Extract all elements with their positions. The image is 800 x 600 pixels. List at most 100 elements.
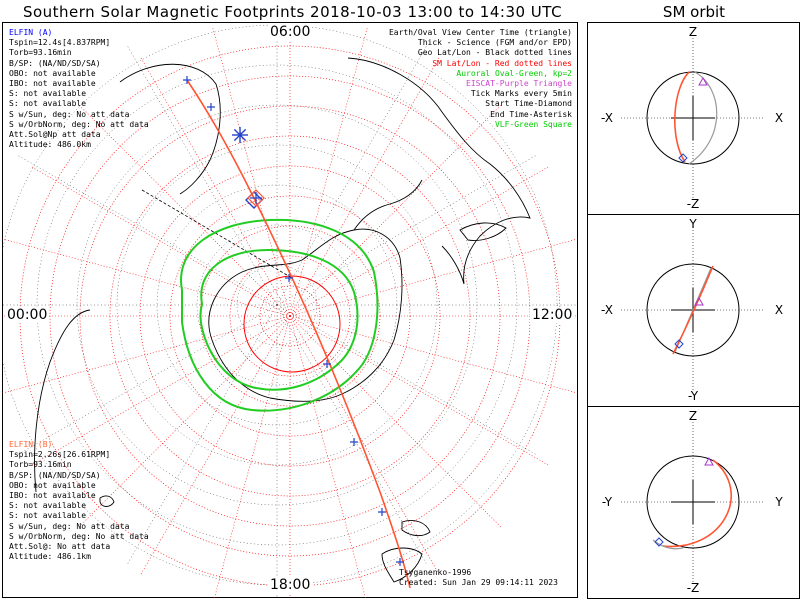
geo-lon-line [126,304,278,565]
tick-mark [323,360,331,368]
elfin-b-line: OBO: not available [9,480,96,490]
sm-lon-line [289,103,503,317]
hour-label-18: 18:00 [268,577,313,593]
sm-orbit-plots: Z -Z -X X Y -Y -X X Z -Z -Y Y [601,25,783,595]
elfin-b-info: ELFIN (B) Tspin=2.26s[26.61RPM] Torb=93.1… [9,440,149,562]
elfin-a-lines: Tspin=12.4s[4.837RPM] Torb=93.16min B/SP: … [9,38,149,150]
elfin-a-line: B/SP: (NA/ND/SD/SA) [9,58,101,68]
sm-orbit-title: SM orbit [662,3,726,21]
sm-panel-xy: Y -Y -X X [601,217,783,403]
elfin-a-line: S: not available [9,89,87,99]
elfin-b-track [186,79,411,589]
legend-entry: Thick - Science (FGM and/or EPD) [417,38,572,48]
elfin-b-line: IBO: not available [9,491,96,501]
view-center-line [141,189,293,279]
view-triangle [694,296,704,306]
elfin-b-lines: Tspin=2.26s[26.61RPM] Torb=93.16min B/SP: … [9,450,149,562]
tick-mark [207,103,215,111]
elfin-b-line: S w/Sun, deg: No att data [9,521,130,531]
geo-lon-line [126,45,278,306]
start-time-diamond-b [247,189,265,207]
tierra-del-fuego [459,222,507,241]
sm-lon-line [139,56,291,317]
tick-mark [396,558,404,566]
tick-mark [183,76,191,84]
tasmania-coastline [99,495,115,507]
sm-lon-line [214,315,291,598]
elfin-b-line: S: not available [9,511,87,521]
sm-lon-line [77,315,291,529]
elfin-a-line: S w/Sun, deg: No att data [9,109,130,119]
axis-label-left: -Y [602,495,613,509]
sm-lon-line [289,315,441,576]
legend-entry: SM Lat/Lon - Red dotted lines [432,58,572,68]
tick-mark [350,438,358,446]
tick-mark [285,274,293,282]
new-zealand-coastline [381,547,423,583]
earth-circle [646,263,740,357]
elfin-a-line: S w/OrbNorm, deg: No att data [9,119,149,129]
end-time-asterisk [232,127,248,143]
view-triangle [704,456,714,466]
elfin-a-line: Att.Sol@Np att data [9,130,101,140]
geo-lat-circle [36,64,518,546]
antarctica-coastline [208,228,403,402]
axis-label-bottom: -Z [687,197,700,211]
view-triangle [698,76,708,86]
sm-lon-line [2,315,291,394]
elfin-a-info: ELFIN (A) Tspin=12.4s[4.837RPM] Torb=93.1… [9,28,149,150]
geo-lon-line [17,154,278,306]
south-america-coastline [347,57,531,285]
sm-lon-line [30,165,291,317]
axis-label-top: Z [689,25,697,39]
start-diamond [678,153,688,163]
axis-label-right: X [775,111,783,125]
elfin-b-line: S w/OrbNorm, deg: No att data [9,531,149,541]
geo-lon-line [276,304,428,565]
elfin-a-line: IBO: not available [9,79,96,89]
earth-circle [646,71,740,165]
orbit-track [674,71,690,163]
axis-label-right: Y [774,495,783,509]
elfin-a-line: Tspin=12.4s[4.837RPM] [9,38,111,48]
geo-lon-line [276,45,428,306]
hour-label-06: 06:00 [268,24,313,40]
elfin-a-name: ELFIN (A) [9,28,53,37]
sm-lon-line [289,315,550,467]
start-diamond [674,339,684,349]
polar-map [2,22,578,598]
axis-label-bottom: -Z [687,581,700,595]
start-cross [250,192,262,204]
start-diamond [654,537,664,547]
legend-entry: Earth/Oval View Center Time (triangle) [388,28,572,37]
axis-label-left: -X [601,111,613,125]
sm-lon-line [289,26,368,317]
elfin-a-line: S: not available [9,99,87,109]
sm-60-circle [243,275,341,373]
orbit-track [672,265,714,355]
legend-entry: Start Time-Diamond [485,99,572,109]
sm-lon-line [289,238,578,317]
axis-label-right: X [775,303,783,317]
sm-lon-line [289,165,550,317]
elfin-a-line: Altitude: 486.0km [9,140,91,150]
sm-panel-xz: Z -Z -X X [601,25,783,211]
figure-title: Southern Solar Magnetic Footprints 2018-… [22,3,563,21]
legend: Earth/Oval View Center Time (triangle) Th… [389,28,572,130]
africa-coastline [119,63,221,195]
sm-lon-line [2,238,291,317]
orbit-track [662,459,732,548]
model-label: Tsyganenko-1996 [399,568,472,577]
elfin-a-line: Torb=93.16min [9,48,72,58]
geo-lat-circle [236,264,318,346]
sm-lon-line [289,315,366,598]
elfin-b-line: Torb=93.16min [9,460,72,470]
axis-label-top: Z [689,409,697,423]
legend-entry: VLF-Green Square [494,119,572,129]
elfin-a-line: OBO: not available [9,68,96,78]
elfin-b-line: B/SP: (NA/ND/SD/SA) [9,470,101,480]
hour-label-12: 12:00 [530,307,575,323]
created-label: Created: Sun Jan 29 09:14:11 2023 [399,578,558,587]
sm-lon-line [212,26,291,317]
sm-lon-line [139,315,291,576]
